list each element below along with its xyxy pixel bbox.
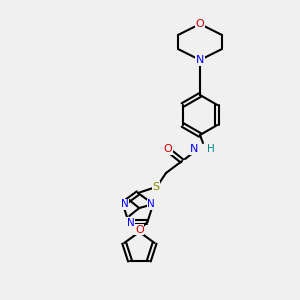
Text: N: N (196, 55, 204, 65)
Text: N: N (121, 199, 129, 209)
Text: O: O (164, 144, 172, 154)
Text: N: N (127, 218, 134, 228)
Text: N: N (190, 144, 198, 154)
Text: O: O (196, 19, 204, 29)
Text: N: N (147, 199, 155, 209)
Text: O: O (135, 225, 144, 235)
Text: S: S (152, 182, 160, 192)
Text: H: H (207, 144, 215, 154)
